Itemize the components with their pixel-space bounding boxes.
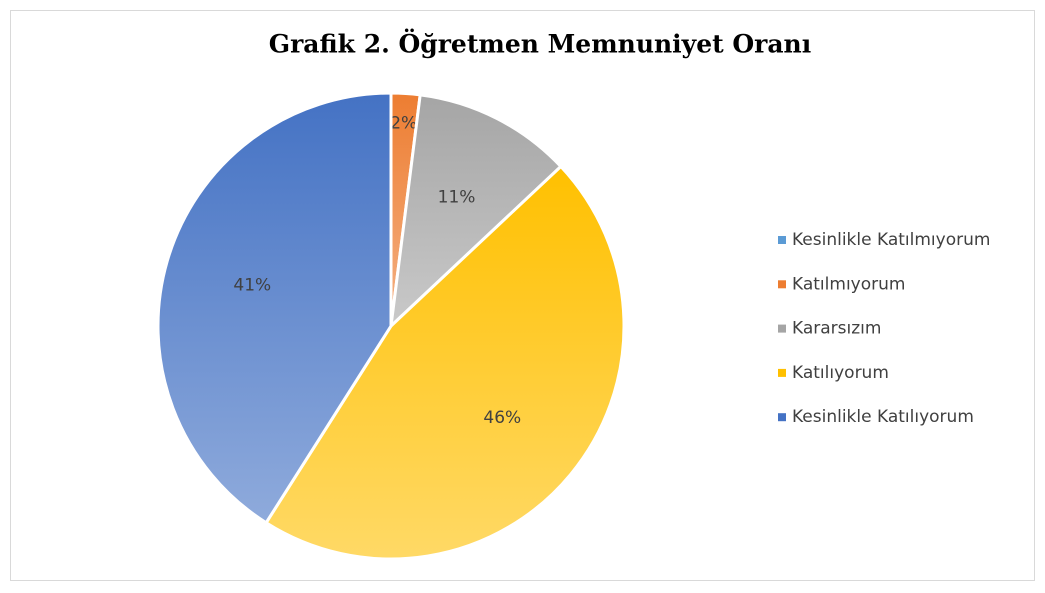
legend-marker [778, 368, 786, 377]
data-label: 41% [233, 276, 271, 296]
data-label: 2% [390, 114, 417, 134]
data-label: 46% [483, 408, 521, 428]
pie-slice [156, 91, 393, 525]
legend-label: Kesinlikle Katılıyorum [792, 407, 974, 427]
legend-marker [778, 280, 786, 289]
pie-slice [389, 93, 563, 328]
data-label: 11% [438, 187, 476, 207]
legend-label: Katılmıyorum [792, 274, 905, 294]
legend-label: Kararsızım [792, 319, 881, 339]
legend-label: Kesinlikle Katılmıyorum [792, 230, 990, 250]
pie-slice [264, 165, 626, 561]
legend-label: Katılıyorum [792, 363, 889, 383]
legend-marker [778, 236, 786, 244]
chart-title: Grafik 2. Öğretmen Memnuniyet Oranı [269, 30, 811, 59]
legend-marker [778, 413, 786, 422]
legend-marker [778, 324, 786, 333]
